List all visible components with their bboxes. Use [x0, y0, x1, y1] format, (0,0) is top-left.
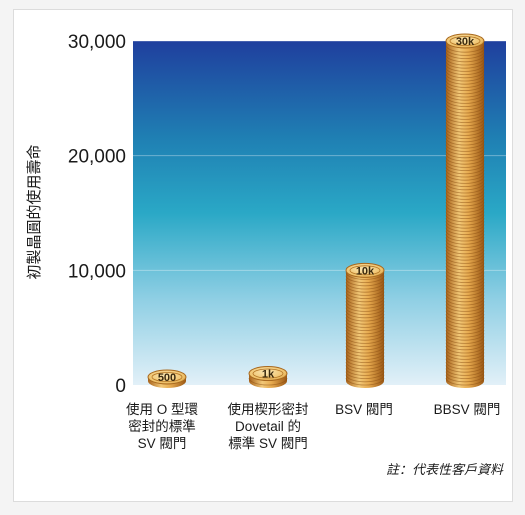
category-label-line: Dovetail 的 — [235, 419, 301, 434]
category-labels: 使用 O 型環密封的標準 SV 閥門 使用楔形密封 Dovetail 的標準 SV 閥… — [126, 401, 500, 451]
category-label-line: 使用楔形密封 — [228, 401, 309, 417]
y-tick-label: 0 — [115, 376, 126, 397]
category-label-line: 密封的標準 — [128, 418, 196, 434]
category-label: 使用楔形密封 Dovetail 的標準 SV 閥門 — [228, 401, 309, 451]
category-label-line: BBSV 閥門 — [434, 402, 501, 417]
coin-stacks: 500 1k 10k 30k — [147, 33, 485, 388]
category-label-line: BSV 閥門 — [335, 402, 393, 417]
y-tick-label: 30,000 — [68, 32, 126, 53]
category-label: BBSV 閥門 — [434, 402, 501, 417]
coin-stack-bar: 500 — [147, 369, 187, 388]
data-label: 500 — [158, 372, 176, 384]
category-label: 使用 O 型環密封的標準 SV 閥門 — [126, 401, 199, 451]
category-label-line: 標準 SV 閥門 — [228, 436, 308, 451]
category-label-line: SV 閥門 — [138, 436, 187, 451]
coin-stack-bar: 1k — [248, 366, 288, 388]
y-tick-labels: 0 10,000 20,000 30,000 — [68, 32, 126, 397]
chart-frame: 初製晶圓的使用壽命 0 10,000 20,000 30,000 500 1k 10k 30… — [13, 9, 513, 502]
y-axis-label: 初製晶圓的使用壽命 — [25, 144, 43, 279]
plot-area — [133, 41, 506, 385]
category-label: BSV 閥門 — [335, 402, 393, 417]
gridlines — [133, 40, 506, 271]
coin-stack-bar: 30k — [445, 33, 485, 388]
data-label: 1k — [262, 369, 275, 381]
data-label: 30k — [456, 36, 475, 48]
footnote: 註：代表性客戶資料 — [386, 462, 504, 477]
lifetime-bar-chart: 初製晶圓的使用壽命 0 10,000 20,000 30,000 500 1k 10k 30… — [25, 32, 506, 477]
data-label: 10k — [356, 265, 375, 277]
y-tick-label: 20,000 — [68, 147, 126, 168]
y-tick-label: 10,000 — [68, 261, 126, 282]
coin-stack-bar: 10k — [345, 262, 385, 388]
category-label-line: 使用 O 型環 — [126, 401, 199, 417]
